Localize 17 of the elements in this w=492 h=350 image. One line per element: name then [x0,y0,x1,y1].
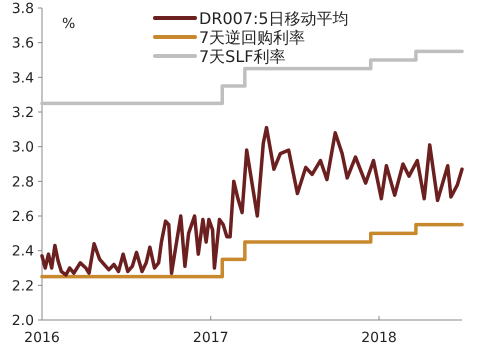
legend-label: 7天逆回购利率 [199,28,306,47]
legend-label: 7天SLF利率 [199,47,286,66]
x-tick-label: 2016 [24,330,60,346]
legend-label: DR007:5日移动平均 [199,9,349,28]
y-tick-label: 3.4 [12,70,34,86]
y-tick-label: 2.2 [12,278,34,294]
y-tick-label: 2.0 [12,313,34,329]
y-tick-label: 2.4 [12,244,34,260]
y-tick-label: 3.2 [12,105,34,121]
y-tick-label: 3.6 [12,36,34,52]
y-tick-label: 2.6 [12,209,34,225]
y-tick-label: 3.0 [12,140,34,156]
y-tick-label: 2.8 [12,174,34,190]
y-axis-title: % [62,16,76,32]
x-tick-label: 2018 [361,330,397,346]
y-tick-label: 3.8 [12,1,34,17]
x-tick-label: 2017 [192,330,229,346]
